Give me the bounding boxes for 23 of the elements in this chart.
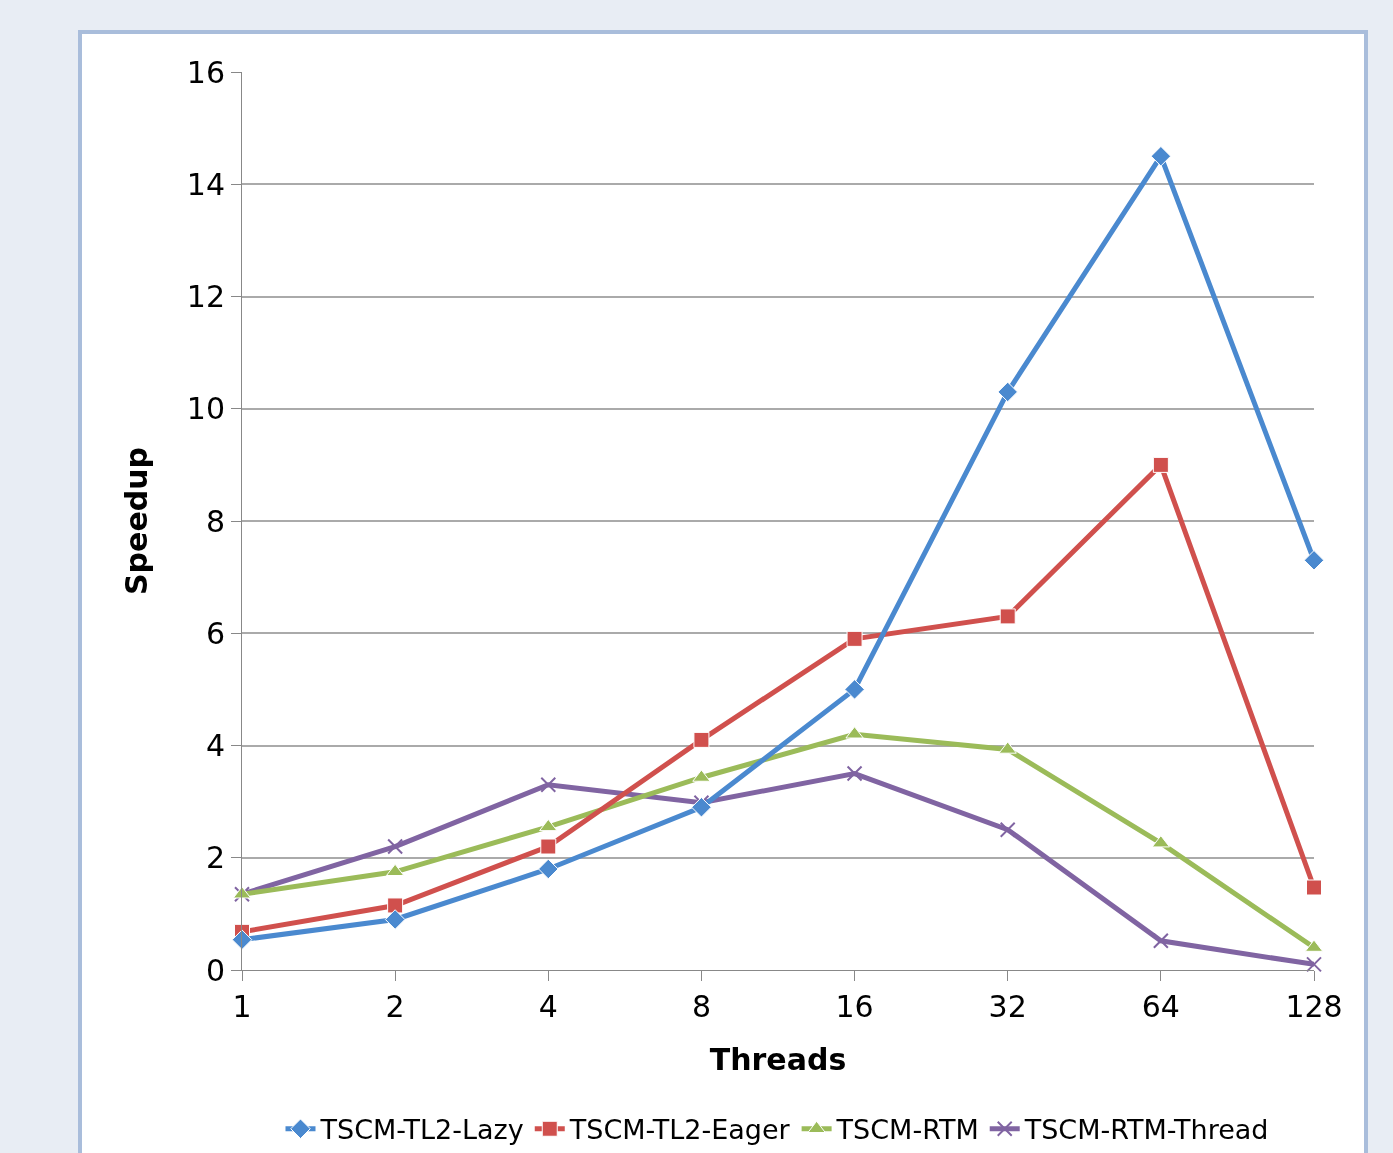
y-tick-label: 16 (186, 54, 225, 90)
y-tick-label: 4 (205, 728, 225, 763)
y-tick-label: 10 (186, 391, 225, 427)
y-tick-label: 0 (205, 952, 225, 988)
x-tick-label: 1 (232, 989, 252, 1024)
legend-label: TSCM-TL2-Eager (568, 1114, 791, 1146)
x-tick-label: 128 (1285, 989, 1343, 1024)
legend-label: TSCM-RTM (835, 1114, 979, 1146)
y-tick-label: 2 (205, 840, 225, 876)
legend-label: TSCM-TL2-Lazy (319, 1114, 524, 1146)
x-tick-label: 32 (988, 989, 1027, 1024)
x-tick-label: 4 (538, 989, 558, 1024)
x-axis-title: Threads (709, 1042, 847, 1077)
x-tick-label: 64 (1141, 989, 1180, 1024)
x-tick-label: 8 (691, 989, 711, 1024)
y-tick-label: 14 (186, 166, 225, 202)
x-tick-label: 16 (835, 989, 874, 1024)
x-tick-label: 2 (385, 989, 405, 1024)
y-tick-label: 8 (205, 503, 225, 539)
legend-label: TSCM-RTM-Thread (1023, 1114, 1269, 1146)
y-tick-label: 12 (186, 279, 225, 314)
y-axis-title: Speedup (118, 446, 154, 596)
y-tick-label: 6 (205, 615, 225, 651)
